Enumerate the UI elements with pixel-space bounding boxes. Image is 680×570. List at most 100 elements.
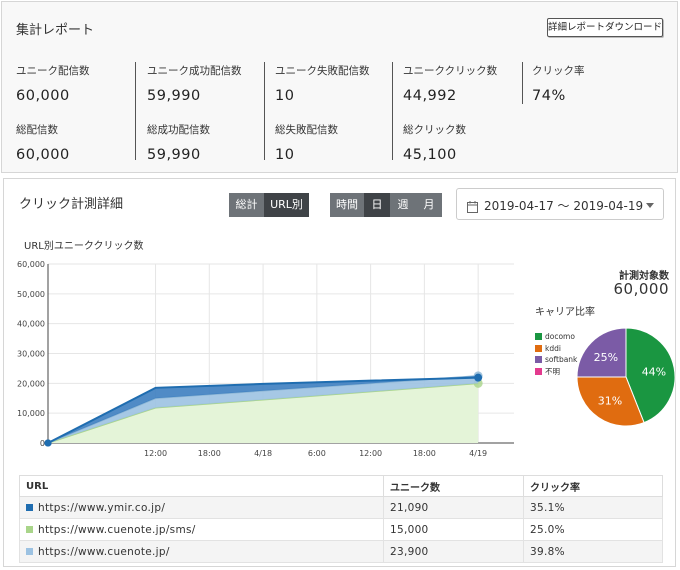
legend-swatch xyxy=(535,333,542,341)
calendar-icon xyxy=(467,198,478,217)
carrier-pie-chart: 44% 31% 25% xyxy=(576,327,676,427)
pie-slice-softbank xyxy=(576,327,627,378)
table-row: https://www.cuenote.jp/ 23,900 39.8% xyxy=(19,540,663,563)
legend-swatch xyxy=(535,367,542,375)
x-tick-label: 4/19 xyxy=(469,449,487,458)
column-header-url[interactable]: URL xyxy=(19,475,384,497)
metric-label: 総クリック数 xyxy=(403,124,466,136)
metric-unique-clicks: ユニーククリック数 44,992 xyxy=(403,63,497,104)
legend-swatch xyxy=(535,356,542,364)
unique-cell: 23,900 xyxy=(383,540,524,563)
period-toggle: 時間 日 週 月 xyxy=(330,193,442,217)
y-tick-label: 10,000 xyxy=(17,409,45,418)
metric-unique-success: ユニーク成功配信数 59,990 xyxy=(147,63,242,104)
url-cell: https://www.cuenote.jp/sms/ xyxy=(19,518,384,541)
data-point-end xyxy=(474,373,483,382)
metric-total-clicks: 総クリック数 45,100 xyxy=(403,122,466,163)
x-tick-label: 18:00 xyxy=(413,449,436,458)
toggle-total[interactable]: 総計 xyxy=(229,193,264,217)
metric-divider xyxy=(135,62,136,160)
series-color-swatch xyxy=(26,547,33,555)
pie-slice-label: 31% xyxy=(598,395,622,408)
table-row: https://www.cuenote.jp/sms/ 15,000 25.0% xyxy=(19,518,663,541)
x-tick-label: 12:00 xyxy=(359,449,382,458)
toggle-month[interactable]: 月 xyxy=(416,193,442,217)
url-text: https://www.ymir.co.jp/ xyxy=(38,501,166,514)
summary-panel: 集計レポート 詳細レポートダウンロード ユニーク配信数 60,000 ユニーク成… xyxy=(1,1,678,173)
unique-cell: 21,090 xyxy=(383,496,524,519)
metric-value: 74% xyxy=(532,88,566,104)
metric-total-failed: 総失敗配信数 10 xyxy=(275,122,338,163)
pie-slice-label: 25% xyxy=(594,351,618,364)
pie-slice-docomo xyxy=(625,327,676,424)
y-tick-label: 0 xyxy=(40,439,45,448)
metric-unique-failed: ユニーク失敗配信数 10 xyxy=(275,63,370,104)
metric-total-success: 総成功配信数 59,990 xyxy=(147,122,210,163)
area-series-0 xyxy=(48,383,479,443)
pie-slice-label: 44% xyxy=(642,366,666,379)
metric-divider xyxy=(522,62,523,104)
metric-value: 60,000 xyxy=(16,147,70,163)
toggle-day[interactable]: 日 xyxy=(364,193,390,217)
legend-label: softbank xyxy=(545,355,578,365)
x-tick-label: 18:00 xyxy=(198,449,221,458)
column-header-click-rate[interactable]: クリック率 xyxy=(523,475,663,497)
column-header-unique[interactable]: ユニーク数 xyxy=(383,475,524,497)
url-table: URL ユニーク数 クリック率 https://www.ymir.co.jp/ … xyxy=(19,475,663,563)
metric-value: 60,000 xyxy=(16,88,70,104)
metric-label: 総失敗配信数 xyxy=(275,124,338,136)
y-tick-label: 60,000 xyxy=(17,260,45,269)
rate-cell: 35.1% xyxy=(523,496,663,519)
area-series-2 xyxy=(48,375,479,443)
area-series-1 xyxy=(48,375,479,443)
x-tick-label: 6:00 xyxy=(308,449,326,458)
legend-label: docomo xyxy=(545,332,575,342)
legend-item-docomo[interactable]: docomo xyxy=(535,331,577,343)
toggle-by-url[interactable]: URL別 xyxy=(264,193,309,217)
date-range-text: 2019-04-17 〜 2019-04-19 xyxy=(484,199,644,213)
metric-divider xyxy=(264,62,265,160)
metric-label: 総成功配信数 xyxy=(147,124,210,136)
legend-item-softbank[interactable]: softbank xyxy=(535,354,577,366)
y-tick-label: 30,000 xyxy=(17,350,45,359)
table-header-row: URL ユニーク数 クリック率 xyxy=(19,475,663,497)
metric-label: ユニーククリック数 xyxy=(403,65,498,77)
metric-unique-deliveries: ユニーク配信数 60,000 xyxy=(16,63,90,104)
url-cell: https://www.cuenote.jp/ xyxy=(19,540,384,563)
url-text: https://www.cuenote.jp/ xyxy=(38,545,170,558)
metric-value: 59,990 xyxy=(147,88,201,104)
metric-value: 10 xyxy=(275,147,295,163)
metric-total-deliveries: 総配信数 60,000 xyxy=(16,122,70,163)
toggle-week[interactable]: 週 xyxy=(390,193,416,217)
metric-label: 総配信数 xyxy=(16,124,58,136)
rate-cell: 39.8% xyxy=(523,540,663,563)
date-range-picker[interactable]: 2019-04-17 〜 2019-04-19 xyxy=(456,188,664,220)
legend-label: 不明 xyxy=(545,366,560,376)
legend-item-kddi[interactable]: kddi xyxy=(535,343,577,355)
metric-divider xyxy=(392,62,393,160)
toggle-hour[interactable]: 時間 xyxy=(330,193,364,217)
metric-label: ユニーク配信数 xyxy=(16,65,90,77)
rate-cell: 25.0% xyxy=(523,518,663,541)
legend-item-unknown[interactable]: 不明 xyxy=(535,366,577,378)
table-row: https://www.ymir.co.jp/ 21,090 35.1% xyxy=(19,496,663,519)
summary-title: 集計レポート xyxy=(16,23,95,38)
click-detail-panel: クリック計測詳細 総計 URL別 時間 日 週 月 2019-04-17 〜 2… xyxy=(3,178,676,567)
metric-label: クリック率 xyxy=(532,65,585,77)
url-cell: https://www.ymir.co.jp/ xyxy=(19,496,384,519)
series-color-swatch xyxy=(26,525,33,533)
x-tick-label: 4/18 xyxy=(254,449,272,458)
url-text: https://www.cuenote.jp/sms/ xyxy=(38,523,196,536)
chevron-down-icon xyxy=(646,203,654,208)
legend-label: kddi xyxy=(545,343,561,353)
legend-swatch xyxy=(535,344,542,352)
y-tick-label: 40,000 xyxy=(17,320,45,329)
line-series-2 xyxy=(47,376,479,444)
metric-value: 45,100 xyxy=(403,147,457,163)
data-point-start xyxy=(44,439,52,447)
metric-label: ユニーク失敗配信数 xyxy=(275,65,370,77)
download-report-button[interactable]: 詳細レポートダウンロード xyxy=(547,18,663,37)
pie-slice-kddi xyxy=(576,376,645,427)
metric-value: 44,992 xyxy=(403,88,457,104)
series-color-swatch xyxy=(26,503,33,511)
